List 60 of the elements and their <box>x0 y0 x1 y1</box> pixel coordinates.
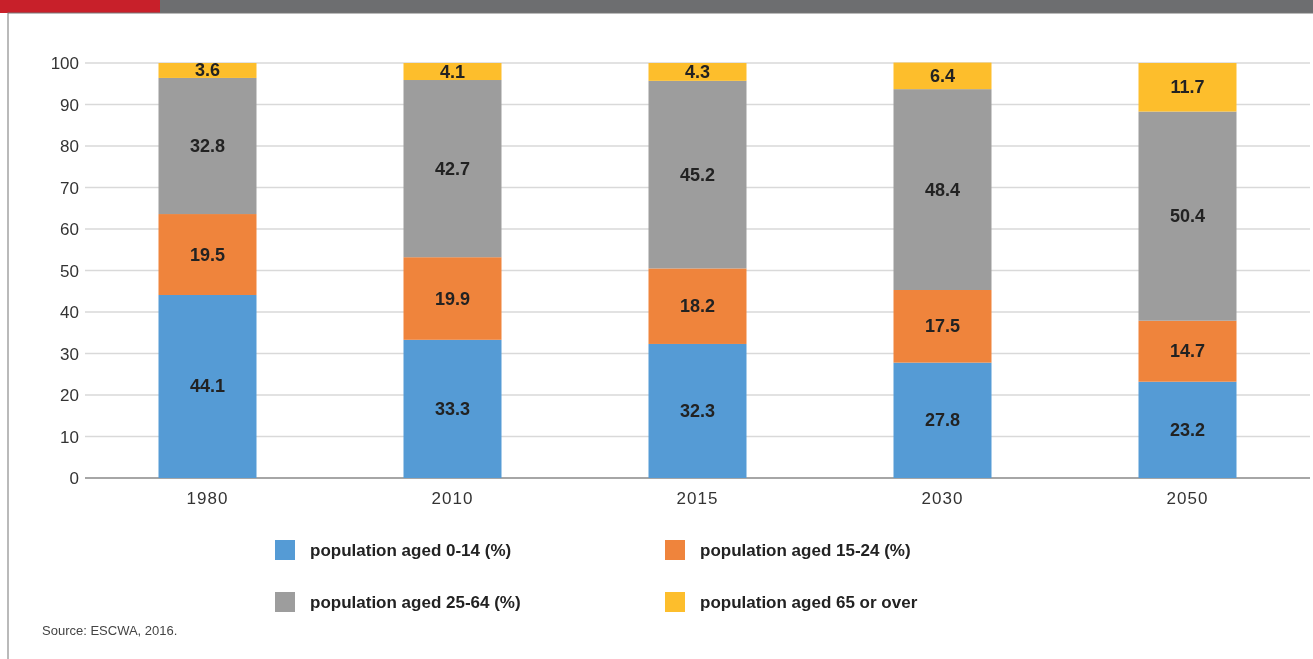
bar <box>648 63 747 81</box>
bar <box>158 77 257 215</box>
x-tick-label: 2015 <box>676 489 719 508</box>
y-tick-label: 60 <box>60 220 79 239</box>
x-tick-label: 2030 <box>921 489 964 508</box>
data-label: 50.4 <box>1169 206 1206 227</box>
bar <box>1138 111 1237 321</box>
bar <box>1138 63 1237 112</box>
y-tick-label: 100 <box>50 54 79 73</box>
bar <box>648 80 747 269</box>
data-label: 4.1 <box>439 61 466 82</box>
x-tick-label: 2010 <box>431 489 474 508</box>
data-label: 11.7 <box>1170 77 1205 98</box>
data-label: 27.8 <box>924 410 961 431</box>
data-label: 32.3 <box>679 400 716 421</box>
data-label: 14.7 <box>1169 341 1206 362</box>
data-label: 44.1 <box>189 376 226 397</box>
y-tick-label: 50 <box>60 261 79 281</box>
data-label: 19.5 <box>189 244 226 265</box>
bar <box>403 339 502 478</box>
bar <box>893 290 992 363</box>
data-label: 17.5 <box>924 316 961 337</box>
legend-label: population aged 25-64 (%) <box>310 593 521 612</box>
y-tick-label: 10 <box>60 427 79 447</box>
bar <box>648 268 747 344</box>
y-tick-label: 40 <box>60 303 79 322</box>
data-label: 33.3 <box>434 398 471 419</box>
bar <box>893 362 992 478</box>
legend-label: population aged 0-14 (%) <box>310 541 512 560</box>
data-label: 42.7 <box>434 158 471 179</box>
y-tick-label: 90 <box>60 95 79 115</box>
y-tick-label: 20 <box>60 386 79 405</box>
bar <box>158 214 257 295</box>
y-tick-label: 70 <box>60 178 79 198</box>
bar <box>158 294 257 478</box>
bar <box>403 63 502 81</box>
bar <box>648 343 747 478</box>
x-tick-label: 2050 <box>1166 489 1209 508</box>
legend-label: population aged 65 or over <box>700 593 918 612</box>
y-tick-label: 0 <box>69 469 79 488</box>
source-note: Source: ESCWA, 2016. <box>42 623 178 638</box>
bar <box>893 89 992 291</box>
data-label: 23.2 <box>1169 419 1206 440</box>
data-label: 18.2 <box>679 296 716 317</box>
data-label: 6.4 <box>929 65 956 86</box>
bar <box>1138 320 1237 382</box>
bar <box>1138 381 1237 478</box>
legend-label: population aged 15-24 (%) <box>700 541 911 560</box>
data-label: 32.8 <box>189 136 226 156</box>
bar <box>403 80 502 258</box>
bar <box>893 62 992 90</box>
data-label: 3.6 <box>194 60 221 81</box>
bar <box>403 257 502 340</box>
data-label: 4.3 <box>684 61 711 82</box>
y-tick-label: 80 <box>60 137 79 156</box>
x-tick-label: 1980 <box>186 489 229 508</box>
data-label: 48.4 <box>924 179 961 200</box>
data-label: 19.9 <box>434 288 471 309</box>
y-tick-label: 30 <box>60 344 79 364</box>
data-label: 45.2 <box>679 164 716 185</box>
